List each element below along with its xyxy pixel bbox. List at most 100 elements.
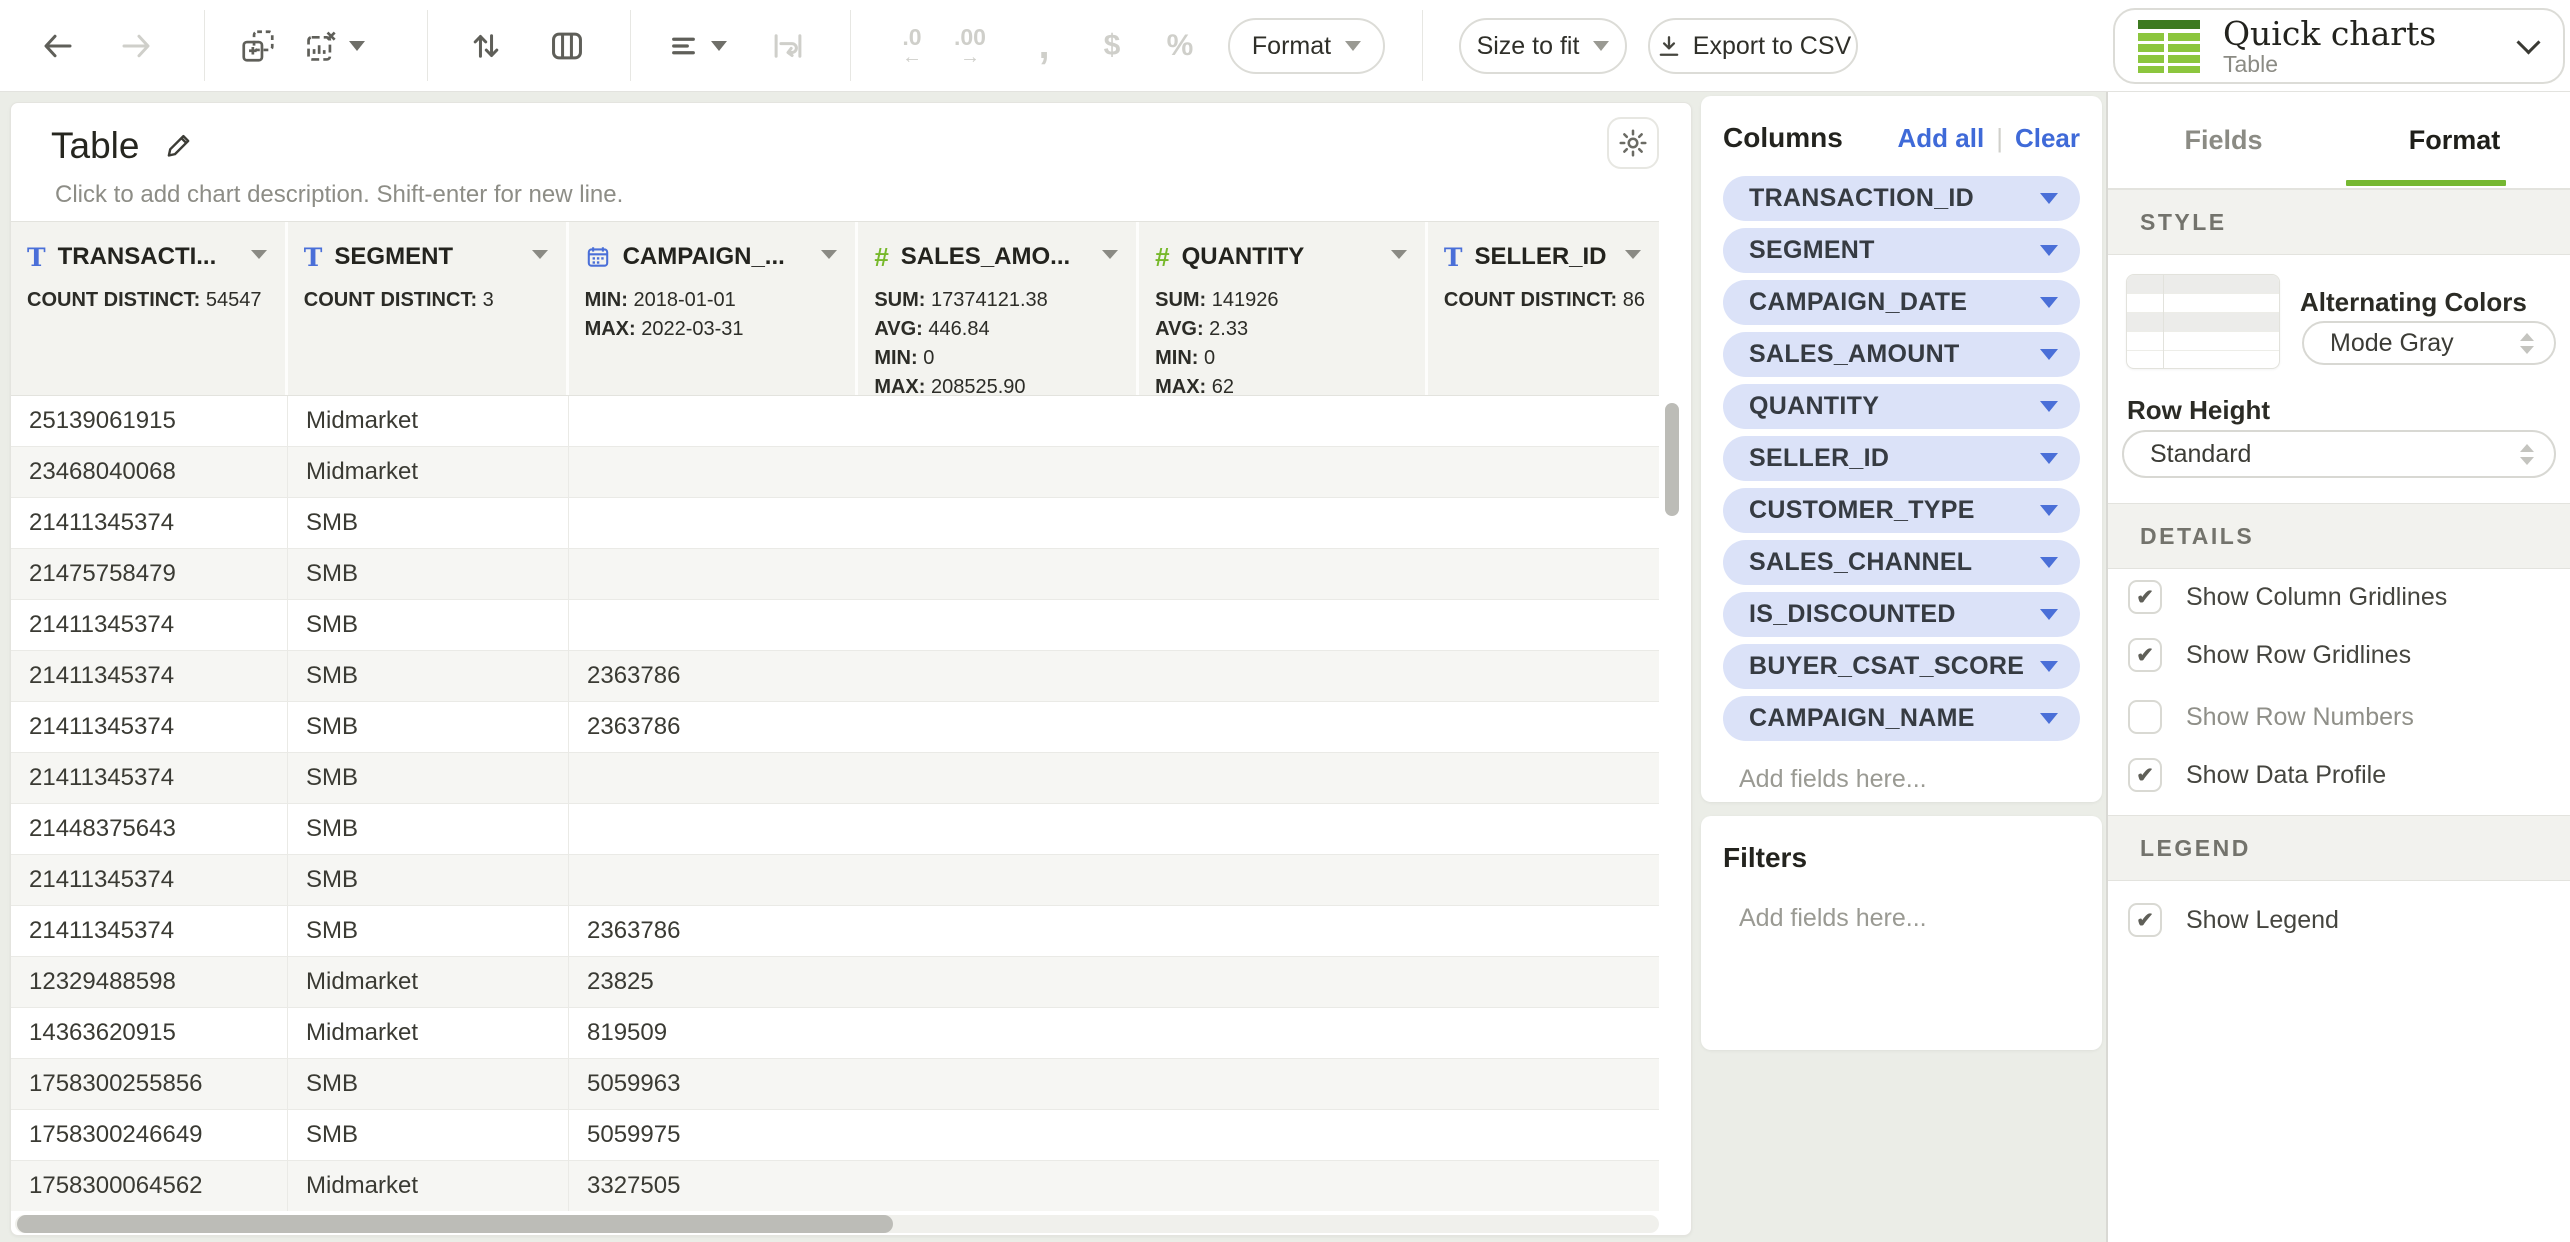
currency-format-button[interactable]: $ — [1086, 0, 1138, 91]
column-menu-chevron-icon[interactable] — [1390, 250, 1407, 259]
number-type-icon: # — [874, 241, 889, 272]
row-height-select[interactable]: Standard — [2122, 430, 2556, 478]
alternating-colors-select[interactable]: Mode Gray — [2302, 321, 2556, 365]
checkbox-checked[interactable]: ✔ — [2128, 758, 2162, 792]
gear-icon — [1619, 129, 1647, 157]
field-pill-segment[interactable]: SEGMENT — [1723, 228, 2080, 273]
size-to-fit-button[interactable]: Size to fit — [1459, 18, 1627, 74]
align-button[interactable] — [660, 0, 734, 91]
checkbox-row-show-data-profile[interactable]: ✔ Show Data Profile — [2128, 758, 2386, 792]
field-pill-transaction_id[interactable]: TRANSACTION_ID — [1723, 176, 2080, 221]
toolbar: .0 ← .00 → , $ % Format Size to fit Expo… — [0, 0, 2570, 92]
checkbox-row-show-row-numbers[interactable]: Show Row Numbers — [2128, 700, 2414, 734]
sort-button[interactable] — [460, 0, 512, 91]
chevron-down-icon[interactable] — [2040, 193, 2058, 204]
calendar-icon — [585, 244, 611, 270]
column-layout-button[interactable] — [541, 0, 593, 91]
column-menu-chevron-icon[interactable] — [821, 250, 838, 259]
column-header-transacti[interactable]: T TRANSACTI... COUNT DISTINCT: 54547 — [11, 222, 288, 395]
table-cell: SMB — [288, 855, 569, 905]
decrease-decimal-icon: .0 — [902, 23, 922, 50]
column-menu-chevron-icon[interactable] — [531, 250, 548, 259]
column-menu-chevron-icon[interactable] — [1102, 250, 1119, 259]
duplicate-chart-button[interactable] — [232, 0, 284, 91]
vertical-scrollbar[interactable] — [1665, 403, 1679, 516]
column-header-label: SALES_AMO... — [900, 243, 1071, 270]
table-cell: SMB — [288, 804, 569, 854]
chevron-down-icon[interactable] — [2040, 557, 2058, 568]
chart-description[interactable]: Click to add chart description. Shift-en… — [55, 181, 624, 208]
column-name: # QUANTITY — [1155, 236, 1411, 278]
chart-type-switcher[interactable]: Quick charts Table — [2113, 8, 2565, 84]
checkbox-row-show-row-gridlines[interactable]: ✔ Show Row Gridlines — [2128, 638, 2411, 672]
field-pill-quantity[interactable]: QUANTITY — [1723, 384, 2080, 429]
field-pill-sales_amount[interactable]: SALES_AMOUNT — [1723, 332, 2080, 377]
checkbox-checked[interactable]: ✔ — [2128, 580, 2162, 614]
clear-link[interactable]: Clear — [2014, 122, 2080, 153]
align-left-icon — [672, 37, 695, 54]
increase-decimal-button[interactable]: .00 → — [954, 23, 986, 68]
export-csv-button[interactable]: Export to CSV — [1648, 18, 1858, 74]
percent-format-button[interactable]: % — [1154, 0, 1206, 91]
horizontal-scrollbar-track[interactable] — [15, 1215, 1659, 1233]
column-header-sellerid[interactable]: T SELLER_ID COUNT DISTINCT: 86 — [1427, 222, 1660, 395]
column-stat-line: COUNT DISTINCT: 54547 — [27, 289, 262, 311]
chart-settings-button[interactable] — [1607, 117, 1659, 169]
chevron-down-icon[interactable] — [2040, 505, 2058, 516]
back-button[interactable] — [32, 0, 84, 91]
format-button[interactable]: Format — [1228, 18, 1385, 74]
alternating-colors-preview — [2126, 274, 2280, 369]
table-cell: SMB — [288, 498, 569, 548]
chevron-down-icon[interactable] — [2040, 661, 2058, 672]
table-cell: 1758300246649 — [11, 1110, 288, 1160]
checkbox-checked[interactable]: ✔ — [2128, 638, 2162, 672]
table-cell: SMB — [288, 702, 569, 752]
chevron-down-icon[interactable] — [2040, 453, 2058, 464]
thousands-separator-button[interactable]: , — [1018, 0, 1070, 91]
columns-panel: Columns Add all | Clear TRANSACTION_ID SE… — [1701, 96, 2102, 802]
field-pill-campaign_name[interactable]: CAMPAIGN_NAME — [1723, 696, 2080, 741]
checkbox-row-show-legend[interactable]: ✔ Show Legend — [2128, 903, 2339, 937]
chevron-down-icon[interactable] — [2040, 297, 2058, 308]
forward-button[interactable] — [110, 0, 162, 91]
column-header-salesamo[interactable]: # SALES_AMO... SUM: 17374121.38 AVG: 446.84… — [858, 222, 1140, 398]
filters-add-fields-dropzone[interactable]: Add fields here... — [1739, 904, 1927, 932]
chevron-down-icon[interactable] — [2040, 245, 2058, 256]
chevron-down-icon[interactable] — [2040, 349, 2058, 360]
checkbox-row-show-column-gridlines[interactable]: ✔ Show Column Gridlines — [2128, 580, 2447, 614]
column-menu-chevron-icon[interactable] — [1625, 250, 1642, 259]
add-all-link[interactable]: Add all — [1897, 122, 1985, 153]
filters-panel: Filters Add fields here... — [1701, 816, 2102, 1050]
columns-add-fields-dropzone[interactable]: Add fields here... — [1739, 765, 1927, 793]
column-name: T SEGMENT — [304, 236, 552, 278]
decrease-decimal-button[interactable]: .0 ← — [902, 23, 922, 68]
field-pill-buyer_csat_score[interactable]: BUYER_CSAT_SCORE — [1723, 644, 2080, 689]
checkbox-checked[interactable]: ✔ — [2128, 903, 2162, 937]
table-row: 21475758479SMB2019-04-03 13:32:560 — [11, 549, 1659, 600]
edit-title-button[interactable] — [165, 130, 197, 162]
field-pill-seller_id[interactable]: SELLER_ID — [1723, 436, 2080, 481]
field-pill-customer_type[interactable]: CUSTOMER_TYPE — [1723, 488, 2080, 533]
checkbox-label: Show Legend — [2186, 905, 2339, 934]
field-pill-campaign_date[interactable]: CAMPAIGN_DATE — [1723, 280, 2080, 325]
field-pill-sales_channel[interactable]: SALES_CHANNEL — [1723, 540, 2080, 585]
horizontal-scrollbar-thumb[interactable] — [17, 1215, 893, 1233]
column-header-campaign[interactable]: CAMPAIGN_... MIN: 2018-01-01 MAX: 2022-03-… — [568, 222, 859, 395]
chevron-down-icon[interactable] — [2040, 713, 2058, 724]
table-cell — [569, 600, 1659, 650]
column-menu-chevron-icon[interactable] — [250, 250, 267, 259]
text-type-icon: T — [1443, 242, 1463, 272]
wrap-text-button[interactable] — [762, 0, 814, 91]
tab-format[interactable]: Format — [2408, 124, 2501, 155]
column-header-quantity[interactable]: # QUANTITY SUM: 141926 AVG: 2.33 MIN: 0 MAX: … — [1139, 222, 1428, 398]
column-header-label: SELLER_ID — [1474, 243, 1607, 270]
chevron-down-icon[interactable] — [2040, 401, 2058, 412]
column-name: # SALES_AMO... — [874, 236, 1122, 278]
chart-title[interactable]: Table — [51, 125, 140, 166]
column-header-segment[interactable]: T SEGMENT COUNT DISTINCT: 3 — [287, 222, 569, 395]
field-pill-is_discounted[interactable]: IS_DISCOUNTED — [1723, 592, 2080, 637]
checkbox-unchecked[interactable] — [2128, 700, 2162, 734]
chevron-down-icon[interactable] — [2040, 609, 2058, 620]
tab-fields[interactable]: Fields — [2184, 124, 2263, 155]
remove-chart-button[interactable] — [296, 0, 372, 91]
